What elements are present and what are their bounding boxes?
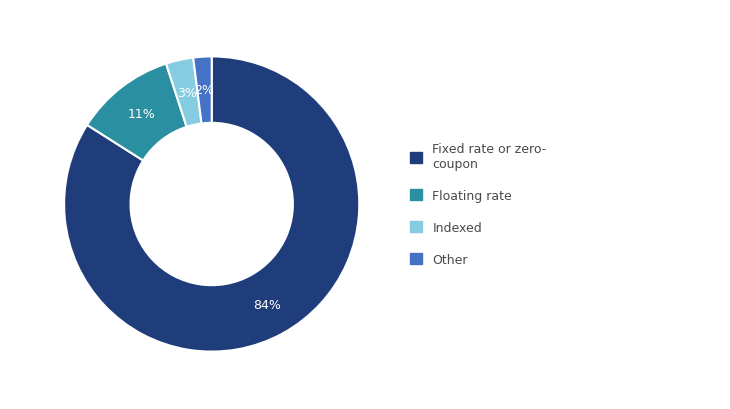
Text: 2%: 2%	[195, 84, 215, 97]
Wedge shape	[166, 58, 201, 128]
Text: 3%: 3%	[177, 87, 196, 100]
Legend: Fixed rate or zero-
coupon, Floating rate, Indexed, Other: Fixed rate or zero- coupon, Floating rat…	[410, 143, 547, 266]
Text: 11%: 11%	[128, 108, 155, 121]
Text: 84%: 84%	[253, 298, 281, 311]
Wedge shape	[87, 65, 187, 161]
Wedge shape	[193, 57, 212, 124]
Wedge shape	[64, 57, 359, 352]
